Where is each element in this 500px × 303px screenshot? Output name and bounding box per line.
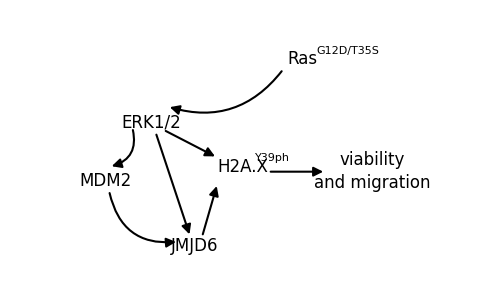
Text: Y39ph: Y39ph [256, 153, 290, 163]
Text: Ras: Ras [287, 50, 318, 68]
Text: G12D/T35S: G12D/T35S [316, 46, 379, 56]
Text: ERK1/2: ERK1/2 [122, 114, 182, 132]
Text: H2A.X: H2A.X [218, 158, 268, 176]
Text: MDM2: MDM2 [79, 172, 131, 190]
Text: viability
and migration: viability and migration [314, 151, 431, 192]
Text: JMJD6: JMJD6 [170, 237, 218, 255]
